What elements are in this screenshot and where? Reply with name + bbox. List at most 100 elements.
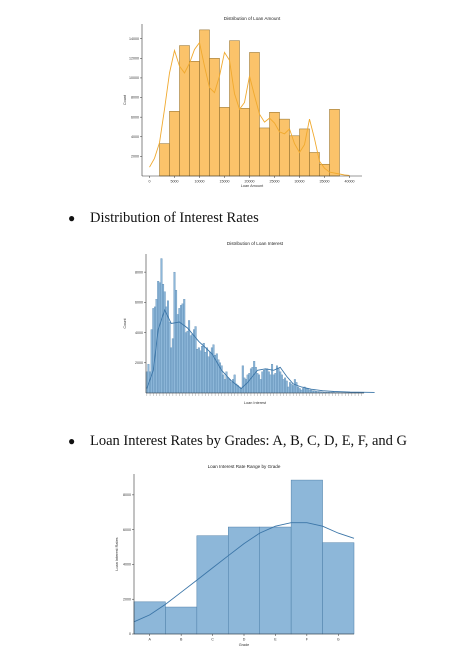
bar bbox=[186, 330, 189, 394]
bar bbox=[189, 61, 200, 177]
bar bbox=[259, 526, 292, 635]
bar bbox=[240, 388, 243, 394]
bar bbox=[246, 374, 249, 394]
bar bbox=[150, 329, 153, 394]
bar bbox=[207, 356, 210, 394]
bar bbox=[308, 389, 311, 394]
bar bbox=[173, 271, 176, 394]
bar bbox=[163, 291, 166, 394]
chart-title: Loan Interest Rate Range by Grade bbox=[208, 464, 281, 469]
bar bbox=[160, 258, 163, 394]
bar bbox=[299, 128, 310, 177]
bullet-interest-distribution: ● Distribution of Interest Rates bbox=[68, 209, 259, 227]
bar bbox=[204, 352, 207, 394]
bar bbox=[271, 364, 274, 394]
bar bbox=[178, 308, 181, 394]
bar bbox=[295, 382, 298, 394]
x-tick-label: 15000 bbox=[220, 180, 230, 184]
bar bbox=[277, 368, 280, 394]
bar bbox=[181, 303, 184, 394]
y-tick-label: 10000 bbox=[129, 76, 139, 80]
y-axis-label: Count bbox=[123, 317, 127, 328]
bar bbox=[230, 382, 233, 394]
bar bbox=[282, 379, 285, 394]
bar bbox=[322, 542, 355, 635]
bar bbox=[310, 389, 313, 394]
y-tick-label: 8000 bbox=[135, 270, 143, 274]
bar bbox=[313, 390, 316, 394]
bar bbox=[261, 371, 264, 394]
bar bbox=[264, 368, 267, 394]
y-tick-label: 6000 bbox=[123, 528, 131, 532]
x-tick-label: 0 bbox=[149, 180, 151, 184]
y-tick-label: 0 bbox=[129, 632, 131, 636]
bar bbox=[249, 368, 252, 394]
bar bbox=[159, 143, 170, 177]
x-tick-label: B bbox=[180, 638, 183, 642]
bar bbox=[284, 377, 287, 394]
x-tick-label: 30000 bbox=[295, 180, 305, 184]
bar bbox=[158, 282, 161, 394]
bar bbox=[147, 364, 150, 394]
bar bbox=[196, 535, 229, 635]
y-axis-label: Loan Interest Rates bbox=[115, 537, 119, 570]
bar bbox=[193, 329, 195, 394]
bar bbox=[306, 388, 309, 394]
bar bbox=[311, 390, 314, 394]
bar bbox=[227, 377, 230, 394]
bar bbox=[289, 135, 300, 177]
loan-interest-chart: Distribution of Loan Interest 2000 4000 600… bbox=[112, 236, 375, 414]
bar bbox=[199, 350, 202, 394]
bar bbox=[206, 347, 208, 394]
x-tick-label: E bbox=[274, 638, 277, 642]
bar bbox=[329, 109, 340, 177]
bar bbox=[269, 112, 280, 177]
bar bbox=[293, 379, 296, 394]
bar bbox=[219, 107, 230, 177]
kde-line bbox=[133, 522, 355, 623]
y-tick-label: 8000 bbox=[131, 96, 139, 100]
bar bbox=[239, 108, 250, 177]
bar bbox=[290, 383, 293, 394]
bar bbox=[168, 321, 171, 394]
bar bbox=[223, 379, 226, 394]
bar bbox=[305, 388, 308, 394]
y-tick-label: 2000 bbox=[123, 597, 131, 601]
bar bbox=[183, 299, 186, 394]
bar bbox=[251, 367, 254, 394]
y-tick-label: 6000 bbox=[135, 301, 143, 305]
y-tick-label: 12000 bbox=[129, 57, 139, 61]
bar bbox=[180, 305, 182, 394]
bar bbox=[287, 386, 290, 394]
bar bbox=[188, 320, 191, 394]
bar bbox=[171, 338, 174, 394]
bar bbox=[149, 371, 152, 394]
chart-title: Distribution of Loan Interest bbox=[227, 241, 284, 246]
y-tick-label: 2000 bbox=[135, 361, 143, 365]
x-tick-label: A bbox=[149, 638, 152, 642]
bar bbox=[262, 370, 265, 394]
bar bbox=[259, 379, 262, 394]
bar bbox=[292, 385, 295, 394]
bar bbox=[184, 332, 187, 394]
loan-amount-svg: Distribution of Loan Amount 0 5000 10000 150… bbox=[123, 16, 362, 188]
y-tick-label: 6000 bbox=[131, 115, 139, 119]
bar bbox=[229, 40, 240, 177]
bullet-text: Loan Interest Rates by Grades: A, B, C, … bbox=[90, 433, 407, 449]
bar bbox=[259, 127, 270, 177]
y-tick-label: 2000 bbox=[131, 155, 139, 159]
bar bbox=[249, 52, 260, 177]
bar bbox=[300, 389, 303, 394]
kde-line bbox=[149, 41, 350, 176]
bar bbox=[272, 374, 275, 394]
bar bbox=[176, 314, 179, 394]
bar bbox=[298, 388, 301, 394]
bar bbox=[269, 374, 272, 394]
bar bbox=[162, 284, 165, 394]
bar bbox=[256, 373, 259, 394]
bar bbox=[201, 346, 204, 394]
x-axis-label: Grade bbox=[239, 643, 250, 647]
bar bbox=[175, 290, 178, 394]
bar bbox=[279, 371, 282, 394]
bar bbox=[290, 479, 323, 635]
